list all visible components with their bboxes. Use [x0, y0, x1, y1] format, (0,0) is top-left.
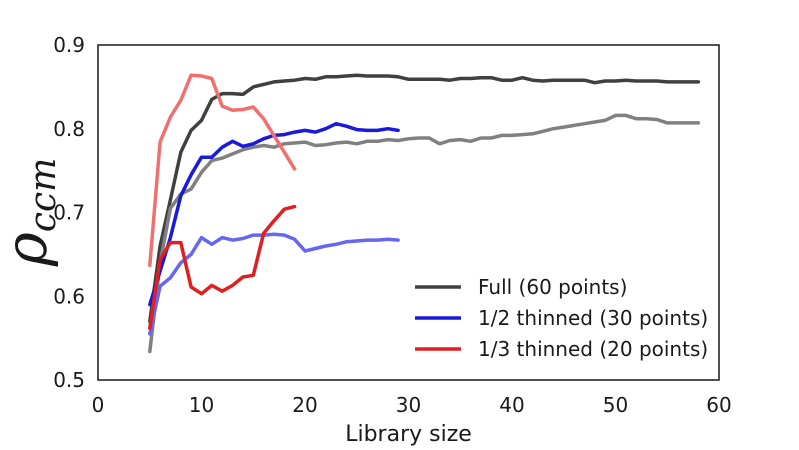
series-line-2: [148, 121, 400, 307]
x-tick-label: 10: [189, 393, 214, 417]
x-axis-title: Library size: [345, 422, 472, 447]
series-line-0: [148, 73, 701, 324]
legend-label-half: 1/2 thinned (30 points): [478, 306, 708, 330]
tick-labels: 0 10 20 30 40 50 60 0.5 0.6 0.7 0.8 0.9: [53, 33, 732, 417]
series-line-1: [148, 113, 701, 354]
series-line-3: [148, 232, 400, 336]
y-tick-label: 0.5: [53, 368, 85, 392]
y-axis-symbol: ρ: [0, 232, 60, 267]
x-tick-label: 30: [396, 393, 421, 417]
series-layer: [148, 73, 701, 354]
y-axis-title: ρccm: [0, 158, 64, 268]
y-tick-label: 0.6: [53, 284, 85, 308]
plot-frame: [97, 44, 720, 381]
y-tick-label: 0.7: [53, 201, 85, 225]
legend-label-third: 1/3 thinned (20 points): [478, 337, 708, 361]
series-line-5: [148, 73, 297, 268]
x-tick-label: 0: [92, 393, 105, 417]
y-tick-label: 0.8: [53, 117, 85, 141]
legend-label-full: Full (60 points): [478, 275, 627, 299]
x-tick-label: 60: [706, 393, 731, 417]
series-line-4: [148, 204, 297, 330]
x-tick-label: 40: [499, 393, 524, 417]
y-tick-label: 0.9: [53, 33, 85, 57]
x-tick-label: 50: [603, 393, 628, 417]
legend: Full (60 points) 1/2 thinned (30 points)…: [415, 275, 708, 361]
x-tick-label: 20: [292, 393, 317, 417]
y-axis-subscript: ccm: [23, 158, 64, 232]
